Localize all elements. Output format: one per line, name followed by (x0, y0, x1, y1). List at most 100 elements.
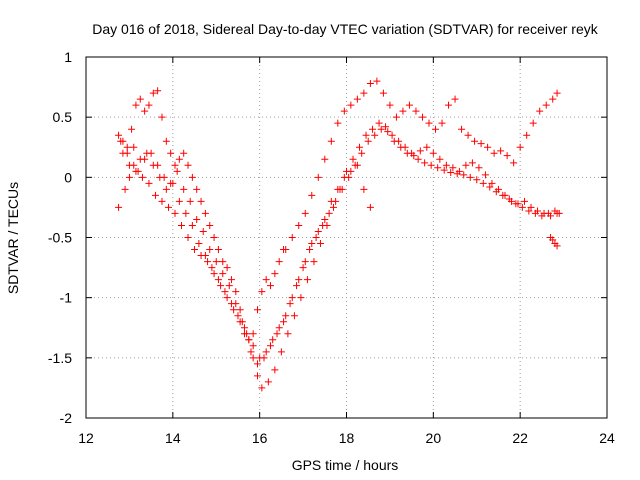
data-point (227, 300, 235, 308)
data-point (288, 294, 296, 302)
data-point (115, 203, 123, 211)
y-tick-label: 0.5 (53, 109, 73, 125)
data-point (286, 300, 294, 308)
data-point (162, 185, 170, 193)
data-point (256, 354, 264, 362)
data-point (468, 159, 476, 167)
data-point (275, 324, 283, 332)
y-tick-label: 0 (64, 169, 72, 185)
data-point (223, 264, 231, 272)
data-point (119, 137, 127, 145)
data-point (312, 234, 320, 241)
data-point (403, 149, 411, 157)
data-point (125, 161, 133, 169)
data-point (121, 185, 129, 193)
data-point (334, 185, 342, 193)
data-point (193, 185, 201, 193)
y-tick-label: -1 (60, 290, 73, 306)
data-point (490, 149, 498, 157)
data-point (119, 149, 127, 157)
data-point (360, 89, 368, 97)
data-point (195, 240, 203, 248)
data-point (412, 107, 420, 115)
data-point (267, 282, 275, 290)
y-axis: -2 -1.5 -1 -0.5 0 0.5 1 (48, 49, 607, 426)
data-point (340, 107, 348, 115)
data-point (123, 143, 131, 151)
data-point (232, 288, 240, 296)
data-point (162, 137, 170, 145)
data-point (438, 119, 446, 127)
data-point (149, 161, 157, 169)
data-point (295, 276, 303, 284)
data-point (308, 240, 316, 248)
series-track-3 (119, 149, 374, 362)
data-point (243, 330, 251, 338)
data-point (497, 147, 505, 155)
data-point (115, 131, 123, 139)
data-point (414, 155, 422, 163)
data-point (540, 209, 548, 217)
data-point (507, 197, 515, 205)
x-tick-label: 14 (165, 430, 181, 446)
data-point (288, 234, 296, 241)
data-point (136, 95, 144, 103)
data-point (445, 101, 453, 109)
data-point (253, 360, 261, 368)
data-marks (115, 77, 563, 392)
data-point (477, 140, 485, 148)
data-point (527, 203, 535, 211)
y-tick-label: -2 (60, 410, 73, 426)
data-point (447, 169, 455, 177)
data-point (347, 167, 355, 175)
data-point (377, 125, 385, 133)
data-point (204, 258, 212, 266)
data-point (455, 167, 463, 175)
data-point (282, 312, 290, 320)
data-point (523, 131, 531, 139)
data-point (193, 215, 201, 223)
x-tick-label: 24 (599, 430, 615, 446)
data-point (277, 348, 285, 356)
data-point (271, 270, 279, 278)
data-point (184, 234, 192, 241)
y-axis-label: SDTVAR / TECUs (5, 182, 21, 294)
data-point (290, 312, 298, 320)
data-point (399, 107, 407, 115)
data-point (284, 330, 292, 338)
data-point (521, 197, 529, 205)
data-point (303, 276, 311, 284)
data-point (418, 113, 426, 121)
data-point (534, 207, 542, 215)
data-point (151, 191, 159, 199)
data-point (143, 149, 151, 157)
data-point (221, 288, 229, 296)
data-point (353, 161, 361, 169)
data-point (212, 258, 220, 266)
data-point (449, 164, 457, 172)
series-track-5 (282, 77, 561, 254)
data-point (219, 270, 227, 278)
data-point (156, 173, 164, 181)
y-tick-label: -0.5 (48, 230, 72, 246)
data-point (158, 197, 166, 205)
data-point (366, 203, 374, 211)
data-point (217, 282, 225, 290)
data-point (373, 77, 381, 85)
data-point (514, 200, 522, 208)
y-tick-label: 1 (64, 49, 72, 65)
data-point (164, 203, 172, 211)
data-point (253, 372, 261, 380)
data-point (214, 276, 222, 284)
data-point (405, 101, 413, 109)
data-point (275, 258, 283, 266)
data-point (210, 270, 218, 278)
data-point (219, 258, 227, 266)
data-point (442, 161, 450, 169)
data-point (180, 149, 188, 157)
data-point (208, 264, 216, 272)
data-point (542, 101, 550, 109)
data-point (132, 101, 140, 109)
data-point (197, 252, 205, 260)
data-point (249, 330, 257, 338)
